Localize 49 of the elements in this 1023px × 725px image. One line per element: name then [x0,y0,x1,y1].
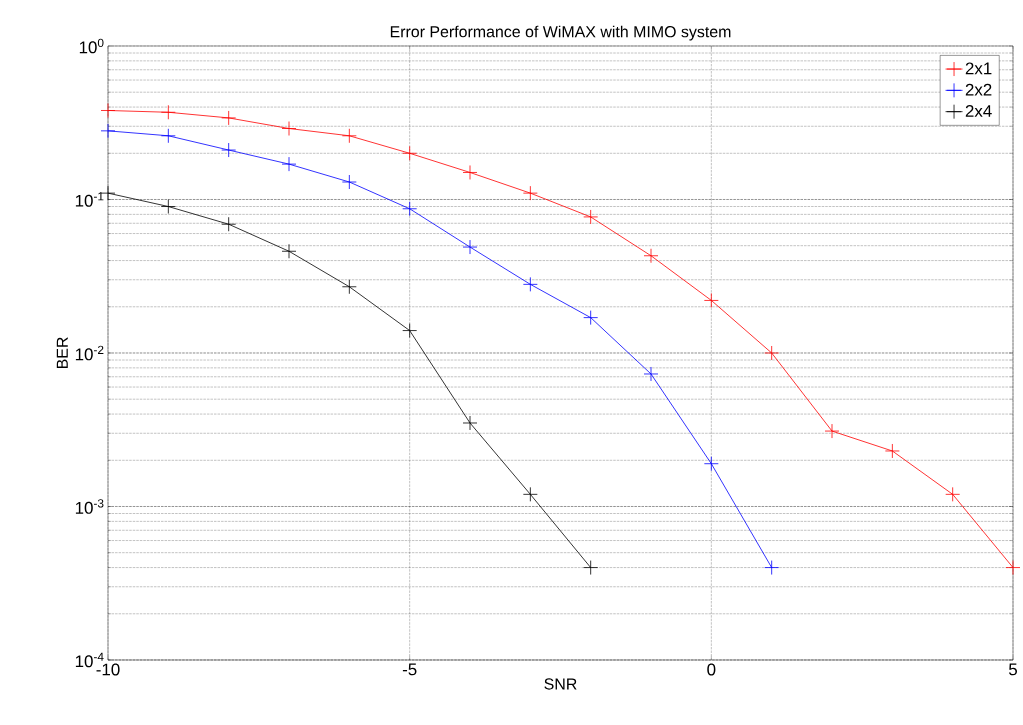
point [764,560,780,575]
point [341,174,357,190]
legend-label: 2x4 [965,105,992,117]
point [281,243,297,259]
point [402,145,418,161]
point [281,156,297,172]
point [703,456,719,472]
x-tick-label: -5 [402,663,417,676]
point [1005,560,1021,575]
point [462,415,478,431]
point [160,104,176,120]
y-tick-label: 10$^{-3}$ [75,499,104,514]
point [462,165,478,180]
y-tick-label: 10$^{-1}$ [75,192,104,207]
point [100,123,116,139]
point [281,121,297,136]
point [402,323,418,338]
point [402,201,418,217]
point [824,423,840,439]
point [643,366,659,382]
point [221,110,237,126]
point [884,443,900,459]
y-axis-title: BER [56,337,68,369]
point [221,142,237,158]
point [583,209,599,225]
point [583,310,599,326]
point [160,128,176,144]
legend-label: 2x1 [965,62,992,75]
x-axis-title: SNR [544,678,577,690]
y-tick-label: 10$^{-2}$ [75,345,104,361]
point [462,239,478,255]
point [341,128,357,144]
point [522,276,538,292]
point [703,293,719,308]
legend-label: 2x2 [965,83,992,96]
point [522,486,538,502]
chart-title: Error Performance of WiMAX with MIMO system [390,25,731,41]
point [221,216,237,232]
point [100,103,116,118]
point [764,345,780,361]
point [583,560,599,575]
x-tick-label: 0 [707,663,716,676]
point [522,185,538,201]
x-tick-label: 5 [1008,663,1018,676]
point [945,486,961,502]
point [643,248,659,264]
y-tick-label: 10$^{0}$ [79,38,104,54]
point [160,199,176,214]
point [341,279,357,295]
